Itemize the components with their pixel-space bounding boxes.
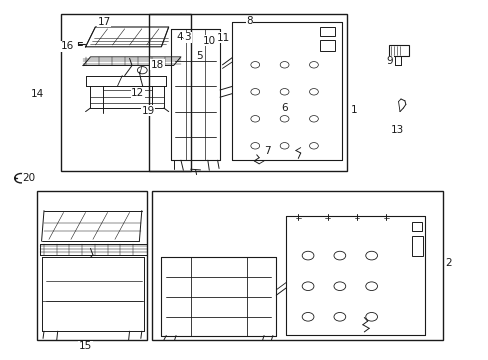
Text: 2: 2 xyxy=(445,258,451,268)
Bar xyxy=(61,14,190,171)
Text: 7: 7 xyxy=(264,146,270,156)
Bar xyxy=(37,191,146,340)
Bar xyxy=(388,45,408,56)
Text: 1: 1 xyxy=(350,105,357,115)
Text: 11: 11 xyxy=(216,33,229,43)
Text: 18: 18 xyxy=(150,60,164,70)
Text: 17: 17 xyxy=(97,17,111,27)
Bar xyxy=(411,222,421,231)
Bar xyxy=(320,40,334,51)
Text: 9: 9 xyxy=(386,56,392,66)
Bar xyxy=(151,191,442,340)
Text: 10: 10 xyxy=(203,36,215,46)
Text: 8: 8 xyxy=(245,16,252,26)
Text: 6: 6 xyxy=(281,103,287,113)
Text: 3: 3 xyxy=(184,32,191,42)
Text: 4: 4 xyxy=(176,32,183,42)
Bar xyxy=(149,14,346,171)
Text: 16: 16 xyxy=(61,41,74,51)
Text: 20: 20 xyxy=(22,173,35,183)
Text: 12: 12 xyxy=(131,88,144,98)
Bar xyxy=(320,27,334,36)
Text: 14: 14 xyxy=(30,89,44,99)
Text: 19: 19 xyxy=(141,105,155,116)
Text: 5: 5 xyxy=(196,51,203,61)
Bar xyxy=(411,236,422,256)
Text: 13: 13 xyxy=(389,125,403,135)
Text: 15: 15 xyxy=(79,341,92,351)
